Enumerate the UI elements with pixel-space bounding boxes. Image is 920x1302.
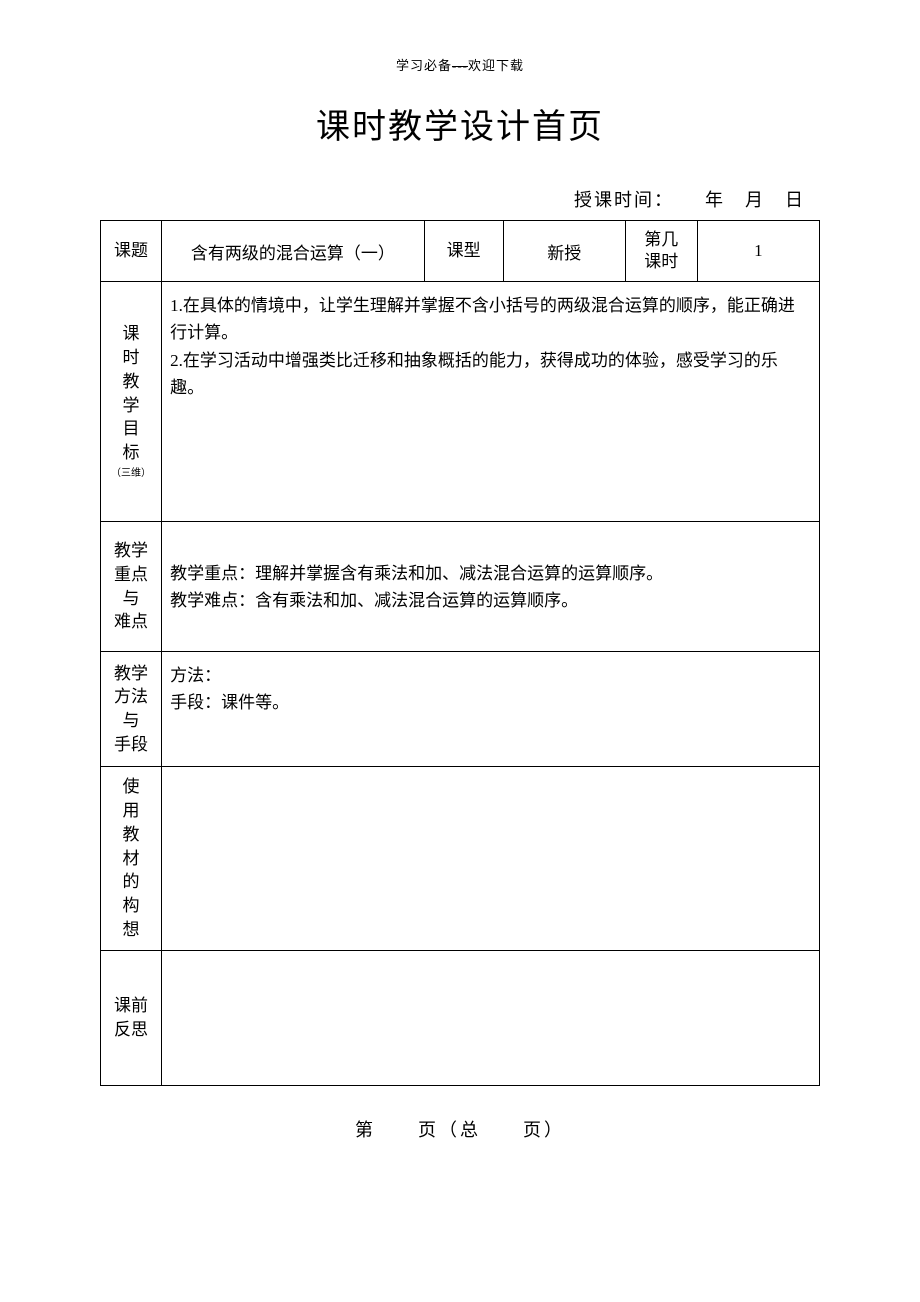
keypoints-line1: 教学重点：理解并掌握含有乘法和加、减法混合运算的运算顺序。	[170, 560, 811, 587]
objectives-label: 课 时 教 学 目 标 （三维）	[101, 282, 162, 522]
type-value: 新授	[503, 221, 625, 282]
table-row-objectives: 课 时 教 学 目 标 （三维） 1.在具体的情境中，让学生理解并掌握不含小括号…	[101, 282, 820, 522]
objectives-content: 1.在具体的情境中，让学生理解并掌握不含小括号的两级混合运算的顺序，能正确进行计…	[162, 282, 820, 522]
table-container: 课题 含有两级的混合运算（一） 课型 新授 第几 课时 1 课 时 教 学 目 …	[100, 220, 820, 1086]
topic-value: 含有两级的混合运算（一）	[162, 221, 424, 282]
reflection-label: 课前 反思	[101, 950, 162, 1085]
header-after: 欢迎下载	[468, 58, 524, 73]
lesson-table: 课题 含有两级的混合运算（一） 课型 新授 第几 课时 1 课 时 教 学 目 …	[100, 220, 820, 1086]
main-title: 课时教学设计首页	[0, 99, 920, 148]
date-year: 年	[705, 190, 725, 210]
date-day: 日	[785, 190, 805, 210]
keypoints-content: 教学重点：理解并掌握含有乘法和加、减法混合运算的运算顺序。 教学难点：含有乘法和…	[162, 522, 820, 652]
period-label: 第几 课时	[625, 221, 697, 282]
period-value: 1	[697, 221, 819, 282]
header-separator: ---	[452, 58, 468, 73]
date-month: 月	[745, 190, 765, 210]
table-row-methods: 教学 方法 与 手段 方法： 手段：课件等。	[101, 652, 820, 767]
methods-content: 方法： 手段：课件等。	[162, 652, 820, 767]
methods-label: 教学 方法 与 手段	[101, 652, 162, 767]
period-label-line1: 第几	[632, 229, 691, 251]
table-row-header: 课题 含有两级的混合运算（一） 课型 新授 第几 课时 1	[101, 221, 820, 282]
period-label-line2: 课时	[632, 251, 691, 273]
date-label: 授课时间：	[574, 190, 665, 210]
keypoints-label: 教学 重点 与 难点	[101, 522, 162, 652]
page-footer: 第 页（总 页）	[0, 1116, 920, 1142]
type-label: 课型	[424, 221, 503, 282]
header-before: 学习必备	[396, 58, 452, 73]
table-row-materials: 使 用 教 材 的 构 想	[101, 767, 820, 951]
table-row-reflection: 课前 反思	[101, 950, 820, 1085]
materials-label: 使 用 教 材 的 构 想	[101, 767, 162, 951]
keypoints-line2: 教学难点：含有乘法和加、减法混合运算的运算顺序。	[170, 587, 811, 614]
methods-line2: 手段：课件等。	[170, 689, 811, 716]
date-line: 授课时间： 年 月 日	[0, 186, 920, 212]
materials-content	[162, 767, 820, 951]
reflection-content	[162, 950, 820, 1085]
table-row-keypoints: 教学 重点 与 难点 教学重点：理解并掌握含有乘法和加、减法混合运算的运算顺序。…	[101, 522, 820, 652]
page-header: 学习必备---欢迎下载	[0, 0, 920, 74]
methods-line1: 方法：	[170, 662, 811, 689]
topic-label: 课题	[101, 221, 162, 282]
